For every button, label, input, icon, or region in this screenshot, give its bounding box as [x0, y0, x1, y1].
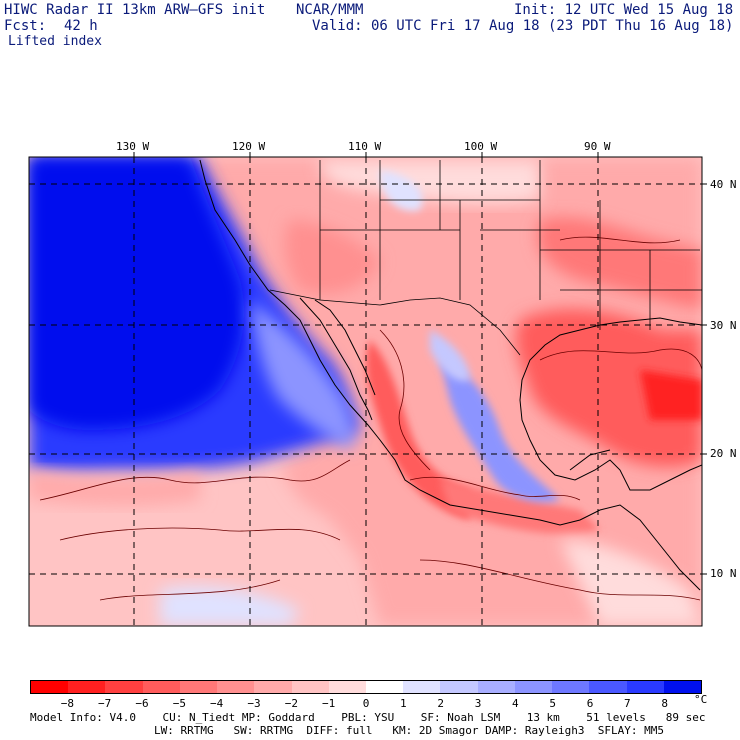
- colorbar-segment: [31, 681, 69, 693]
- colorbar-segment: [552, 681, 590, 693]
- lon-label-110w: 110 W: [348, 140, 382, 153]
- colorbar-tick-label: −2: [284, 697, 298, 710]
- colorbar-segment: [179, 681, 218, 693]
- colorbar-tick-label: −4: [210, 697, 224, 710]
- colorbar-tick-label: 1: [400, 697, 407, 710]
- colorbar: [30, 680, 702, 694]
- south-pacific-pale-blue: [160, 586, 300, 626]
- lat-label-30n: 30 N: [710, 319, 737, 332]
- colorbar-segment: [365, 681, 404, 693]
- mexico-coast-red: [366, 340, 470, 520]
- organization-label: NCAR/MMM: [296, 2, 364, 18]
- colorbar-tick-label: 2: [437, 697, 444, 710]
- colorbar-segment: [291, 681, 329, 693]
- colorbar-segment: [142, 681, 180, 693]
- forecast-hour: 42 h: [64, 18, 98, 34]
- colorbar-segment: [254, 681, 292, 693]
- lon-label-100w: 100 W: [464, 140, 498, 153]
- colorbar-segment: [477, 681, 515, 693]
- colorbar-tick-label: 3: [474, 697, 482, 710]
- colorbar-tick-label: −1: [322, 697, 336, 710]
- central-america-light: [560, 540, 702, 626]
- baja-offshore-blue: [250, 300, 355, 450]
- lat-label-40n: 40 N: [710, 178, 737, 191]
- colorbar-tick-label: 5: [549, 697, 556, 710]
- colorbar-tick-label: 6: [586, 697, 594, 710]
- colorbar-segment: [217, 681, 255, 693]
- graticule: [29, 157, 702, 626]
- mexico-plateau-light-blue: [430, 330, 470, 381]
- mexico-plateau-blue: [440, 360, 560, 502]
- colorbar-tick-label: 8: [661, 697, 668, 710]
- colorbar-segment: [68, 681, 106, 693]
- lifted-index-contours: [39, 236, 702, 601]
- colorbar-segment: [514, 681, 553, 693]
- colorbar-tick-label: 7: [624, 697, 631, 710]
- colorbar-segment: [328, 681, 366, 693]
- colorbar-segment: [105, 681, 143, 693]
- central-us-red-region: [537, 217, 702, 310]
- valid-time: Valid: 06 UTC Fri 17 Aug 18 (23 PDT Thu …: [312, 18, 734, 34]
- lon-label-90w: 90 W: [584, 140, 611, 153]
- model-info-line2: LW: RRTMG SW: RRTMG DIFF: full KM: 2D Sm…: [154, 724, 664, 737]
- frame-ticks: [133, 152, 707, 575]
- colorbar-tick-label: −7: [98, 697, 112, 710]
- gulf-red-region: [515, 309, 702, 467]
- gulf-core-red: [640, 370, 702, 420]
- forecast-label: Fcst:: [4, 18, 47, 34]
- lon-label-120w: 120 W: [232, 140, 266, 153]
- colorbar-tick-label: 0: [362, 697, 370, 710]
- field-name: Lifted index: [8, 34, 102, 49]
- colorbar-segment: [626, 681, 664, 693]
- lon-label-130w: 130 W: [116, 140, 150, 153]
- sw-us-pink: [284, 220, 380, 294]
- rockies-light-region: [320, 160, 540, 205]
- southern-mexico-red: [440, 480, 600, 534]
- lat-label-20n: 20 N: [710, 447, 737, 460]
- colorbar-tick-label: −3: [247, 697, 261, 710]
- colorbar-tick-label: −8: [60, 697, 74, 710]
- colorbar-tick-label: −6: [135, 697, 149, 710]
- lat-label-10n: 10 N: [710, 567, 737, 580]
- colorbar-segment: [403, 681, 441, 693]
- colorbar-segment: [440, 681, 478, 693]
- colorbar-segment: [663, 681, 701, 693]
- tropical-pink-band: [29, 470, 200, 506]
- pacific-deep-blue: [29, 157, 244, 430]
- init-time: Init: 12 UTC Wed 15 Aug 18: [514, 2, 734, 18]
- model-title: HIWC Radar II 13km ARW–GFS init: [4, 2, 266, 18]
- model-info-line1: Model Info: V4.0 CU: N_Tiedt MP: Goddard…: [30, 711, 706, 724]
- colorbar-tick-label: 4: [512, 697, 519, 710]
- rockies-blue-patch: [380, 170, 423, 211]
- political-borders: [269, 160, 702, 356]
- colorbar-unit: °C: [694, 693, 708, 706]
- coastlines: [199, 159, 702, 591]
- colorbar-tick-label: −5: [172, 697, 186, 710]
- colorbar-segment: [589, 681, 627, 693]
